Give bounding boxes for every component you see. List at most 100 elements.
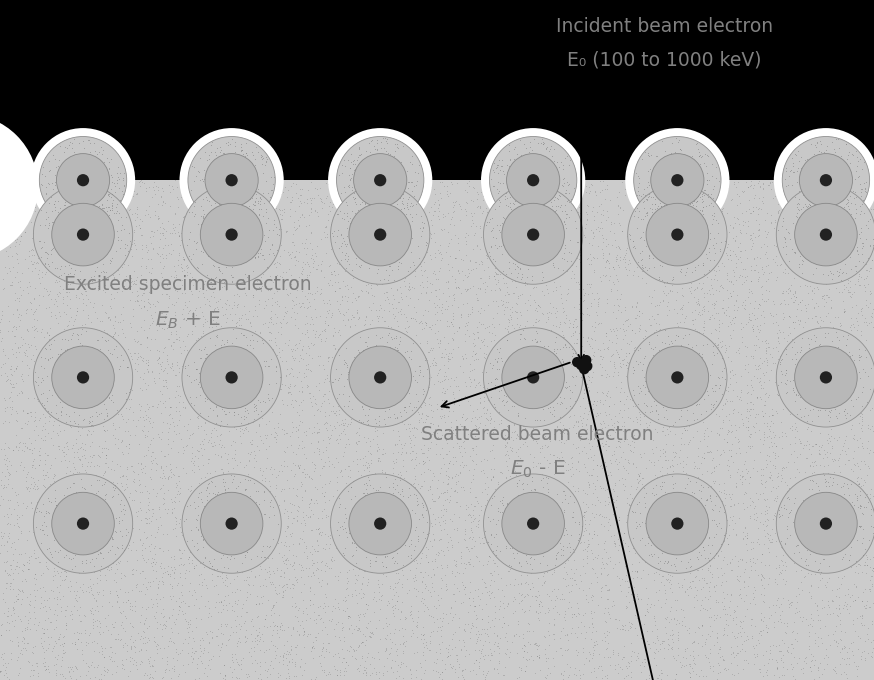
Point xyxy=(155,563,169,574)
Point xyxy=(35,641,49,651)
Point xyxy=(737,186,751,197)
Point xyxy=(352,340,366,351)
Point xyxy=(794,204,808,215)
Point xyxy=(506,512,520,523)
Point xyxy=(590,474,604,485)
Point xyxy=(454,666,468,677)
Point xyxy=(578,354,592,365)
Point xyxy=(243,474,257,485)
Point xyxy=(177,226,191,237)
Point xyxy=(693,366,707,377)
Point xyxy=(843,384,857,395)
Point xyxy=(741,413,755,424)
Point xyxy=(818,479,832,490)
Point xyxy=(141,653,155,664)
Point xyxy=(561,498,575,509)
Point xyxy=(513,472,527,483)
Point xyxy=(364,667,378,678)
Point xyxy=(541,653,555,664)
Point xyxy=(703,548,717,559)
Point xyxy=(189,613,203,624)
Point xyxy=(405,407,419,418)
Point xyxy=(161,320,175,331)
Point xyxy=(704,328,718,339)
Point xyxy=(756,269,770,279)
Point xyxy=(359,510,373,521)
Point xyxy=(383,556,397,567)
Point xyxy=(558,402,572,413)
Point xyxy=(853,201,867,211)
Point xyxy=(322,668,336,679)
Point xyxy=(751,267,765,277)
Point xyxy=(390,226,404,237)
Point xyxy=(288,571,302,582)
Point xyxy=(512,559,526,570)
Point xyxy=(399,265,413,276)
Point xyxy=(385,175,399,186)
Point xyxy=(621,231,635,242)
Point xyxy=(123,460,137,471)
Point xyxy=(760,285,773,296)
Point xyxy=(310,563,324,574)
Point xyxy=(336,197,350,207)
Point xyxy=(76,344,90,355)
Point xyxy=(694,600,708,611)
Point xyxy=(369,421,383,432)
Point xyxy=(358,418,372,429)
Point xyxy=(819,145,833,156)
Point xyxy=(380,630,394,641)
Point xyxy=(662,525,676,536)
Point xyxy=(121,503,135,513)
Point xyxy=(497,236,511,247)
Point xyxy=(41,218,55,229)
Point xyxy=(857,488,871,498)
Point xyxy=(483,551,497,562)
Point xyxy=(79,243,93,254)
Point xyxy=(74,165,88,176)
Point xyxy=(148,452,162,463)
Point xyxy=(4,378,18,389)
Point xyxy=(176,375,190,386)
Point xyxy=(205,441,218,452)
Point xyxy=(674,144,688,155)
Point xyxy=(570,216,584,227)
Point xyxy=(511,163,525,173)
Point xyxy=(381,556,395,567)
Point xyxy=(299,371,313,382)
Point xyxy=(789,603,803,614)
Point xyxy=(859,258,873,269)
Point xyxy=(786,661,800,672)
Point xyxy=(350,610,364,621)
Point xyxy=(481,650,495,661)
Point xyxy=(367,203,381,214)
Point xyxy=(553,191,567,202)
Point xyxy=(548,560,562,571)
Point xyxy=(457,459,471,470)
Point xyxy=(108,479,121,490)
Point xyxy=(338,545,352,556)
Point xyxy=(627,647,641,658)
Point xyxy=(440,651,454,662)
Point xyxy=(225,509,239,520)
Point xyxy=(78,484,92,495)
Point xyxy=(253,248,267,258)
Point xyxy=(671,373,685,384)
Point xyxy=(364,180,378,191)
Point xyxy=(489,494,503,505)
Point xyxy=(451,233,465,244)
Point xyxy=(147,417,161,428)
Point xyxy=(819,355,833,366)
Point xyxy=(331,602,345,613)
Point xyxy=(246,343,260,354)
Point xyxy=(517,403,531,413)
Point xyxy=(725,669,739,680)
Point xyxy=(433,177,447,188)
Point xyxy=(721,539,735,549)
Point xyxy=(95,363,109,374)
Point xyxy=(704,260,718,271)
Point xyxy=(279,428,293,439)
Point xyxy=(125,208,139,219)
Point xyxy=(553,417,567,428)
Point xyxy=(219,304,233,315)
Point xyxy=(69,394,83,405)
